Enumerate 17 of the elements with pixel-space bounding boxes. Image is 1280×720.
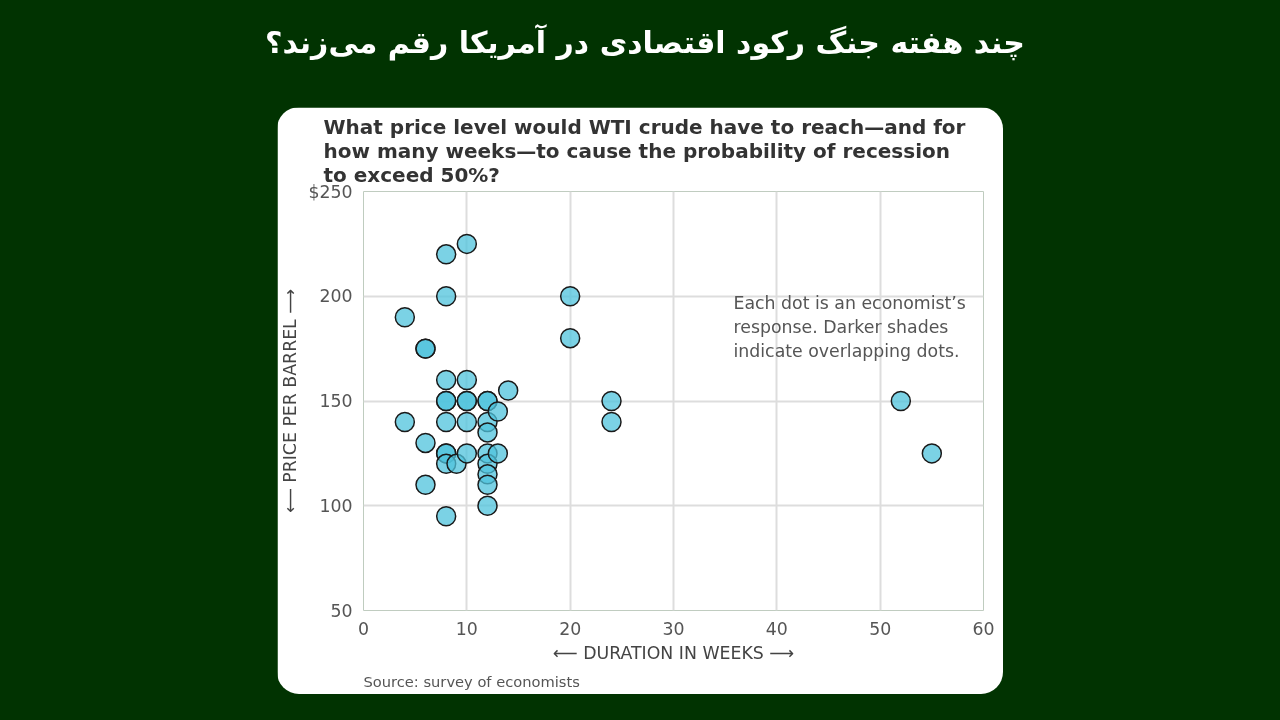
- annotation: Each dot is an economist’s response. Darker shades indicate overlapping dots.: [733, 292, 966, 361]
- x-axis-title: ⟵ DURATION IN WEEKS ⟶: [552, 642, 795, 663]
- x-tick-label: 0: [357, 618, 370, 639]
- x-tick-label: 40: [765, 618, 788, 639]
- chart-title: چند هفته جنگ رکود اقتصادی در آمریکا رقم می‌زند؟: [265, 23, 1025, 63]
- y-tick-label: $250: [308, 181, 353, 202]
- x-tick-label: 20: [559, 618, 582, 639]
- y-tick-label: 200: [319, 286, 353, 307]
- x-tick-label: 60: [972, 618, 995, 639]
- y-tick-label: 150: [319, 391, 353, 411]
- x-tick-label: 30: [662, 618, 685, 639]
- x-tick-label: 50: [869, 618, 892, 639]
- y-tick-label: 50: [330, 600, 353, 621]
- y-tick-label: 100: [319, 495, 353, 516]
- x-tick-label: 10: [455, 618, 478, 639]
- source-note: Source: survey of economists: [363, 672, 580, 690]
- y-axis-title: ⟵ PRICE PER BARREL ⟶: [280, 288, 301, 514]
